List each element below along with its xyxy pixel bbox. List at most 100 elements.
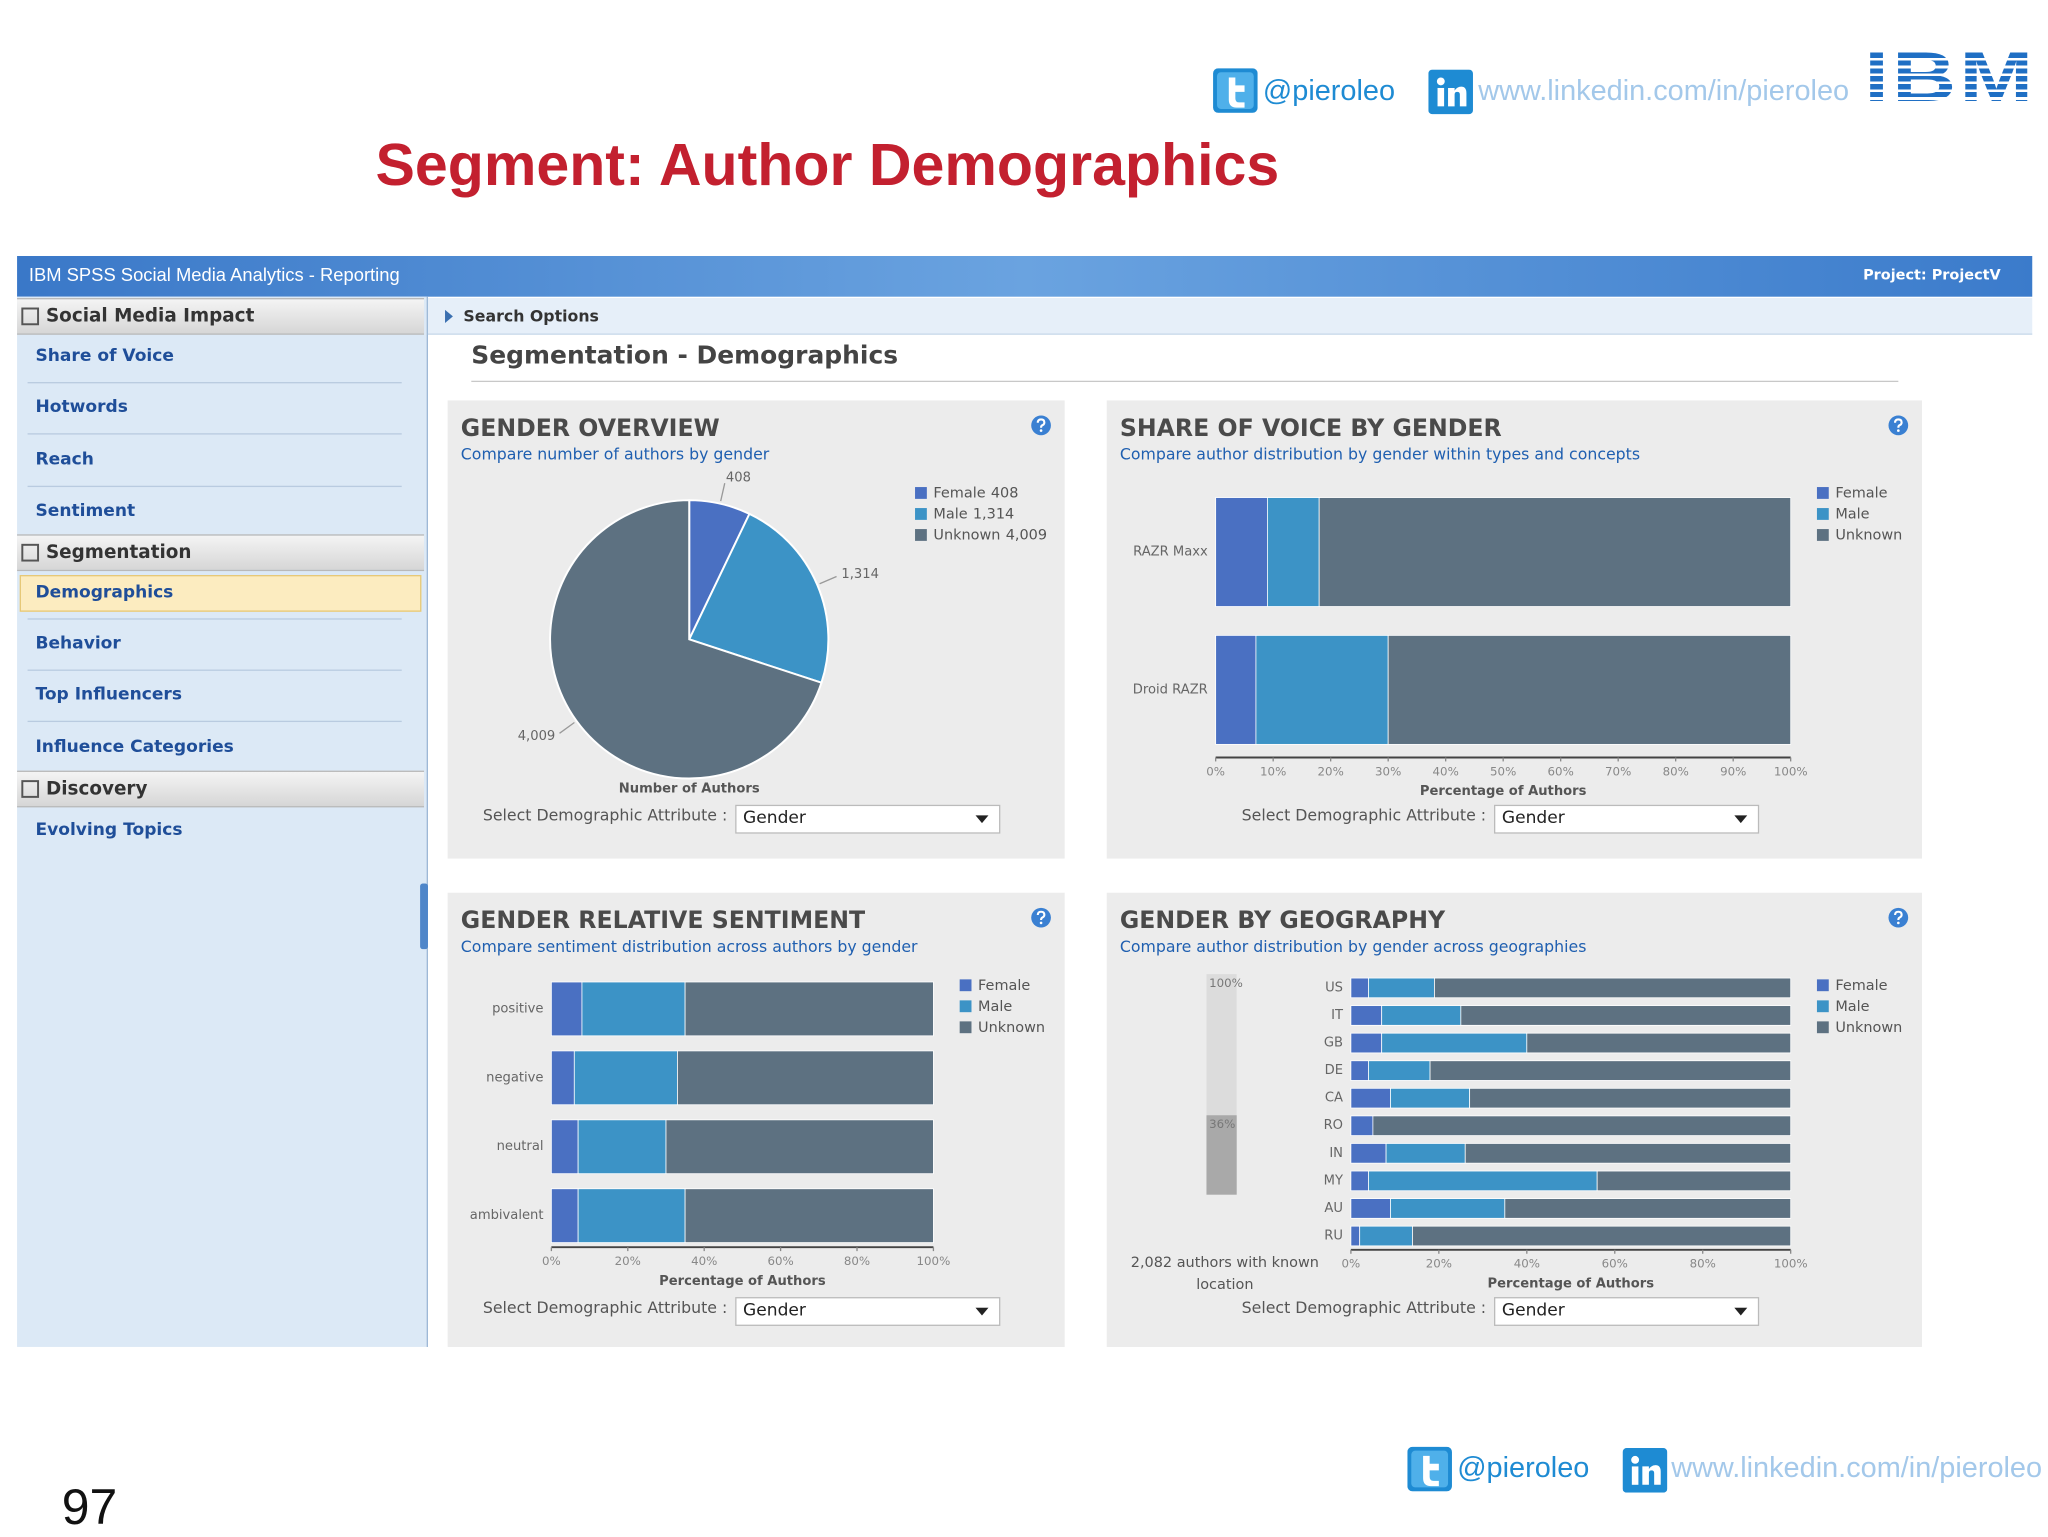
pie-value-label: 4,009 [518, 729, 556, 744]
category-label: GB [1324, 1036, 1343, 1051]
axis-label: Percentage of Authors [1488, 1276, 1655, 1291]
twitter-handle: @pieroleo [1457, 1450, 1590, 1484]
legend-label: Male 1,314 [933, 507, 1014, 523]
legend-label: Male [978, 999, 1012, 1015]
legend-label: Female [1835, 486, 1887, 502]
section-title: Segmentation [45, 542, 192, 564]
category-label: US [1325, 980, 1343, 995]
legend-swatch [915, 487, 927, 499]
gauge-note: 2,082 authors with known location [1130, 1253, 1319, 1294]
legend-label: Unknown [978, 1020, 1045, 1036]
linkedin-icon [1428, 69, 1473, 115]
nav-item[interactable]: Hotwords [35, 397, 128, 418]
dropdown-arrow [1734, 1307, 1748, 1316]
nav-separator [27, 618, 402, 620]
category-label: positive [492, 1001, 543, 1016]
twitter-handle: @pieroleo [1262, 73, 1396, 107]
category-label: IN [1329, 1146, 1343, 1161]
nav-separator [27, 720, 402, 723]
bar-segment [1596, 1170, 1792, 1192]
gauge-fill [1206, 1115, 1237, 1195]
twitter-icon [1213, 68, 1258, 113]
select-dropdown[interactable]: Gender [1493, 804, 1760, 834]
chart: US IT GB DE CA RO IN MY AU RU 0% 20% 40% 60% 80% 100% Pe… [1206, 974, 1902, 1291]
chart: 408 1,314 4,009 Female 408 Male 1,314 Unknown 4,… [518, 471, 1047, 797]
heading-rule [471, 380, 1899, 383]
select-label: Select Demographic Attribute : [1241, 1298, 1487, 1317]
bar-segment [1381, 1005, 1462, 1026]
arrow-shape [1734, 815, 1748, 824]
section-title: Social Media Impact [45, 305, 255, 327]
help-icon[interactable] [1888, 907, 1909, 928]
pie-slice [549, 499, 823, 780]
nav-item[interactable]: Influence Categories [35, 737, 234, 758]
nav-item[interactable]: Sentiment [35, 501, 136, 522]
legend-label: Unknown 4,009 [933, 528, 1047, 544]
search-options-bar[interactable]: Search Options [427, 298, 2033, 335]
bar-segment [1350, 1005, 1383, 1026]
bar-segment [1372, 1115, 1792, 1136]
bar-segment [1350, 1170, 1369, 1192]
x-tick-label: 30% [1375, 764, 1401, 778]
x-tick-label: 80% [844, 1254, 870, 1268]
bar-segment [1350, 1143, 1387, 1164]
nav-item[interactable]: Reach [35, 450, 94, 470]
section-icon [21, 543, 40, 562]
x-tick-label: 100% [1774, 1257, 1808, 1271]
legend-value: 4,009 [1006, 528, 1047, 544]
nav-item[interactable]: Evolving Topics [35, 820, 183, 841]
category-label: neutral [497, 1139, 544, 1154]
legend-swatch [915, 529, 927, 541]
x-tick-label: 70% [1605, 764, 1631, 778]
chart-panel: positive negative neutral ambivalent 0% 20% 40… [447, 892, 1065, 1347]
panel-title: GENDER RELATIVE SENTIMENT [460, 907, 866, 935]
nav-item[interactable]: Demographics [35, 582, 174, 603]
x-tick-label: 20% [1426, 1257, 1452, 1271]
select-dropdown[interactable]: Gender [735, 1297, 1001, 1326]
help-glyph [1036, 910, 1046, 921]
arrow-shape [975, 1307, 989, 1316]
help-icon[interactable] [1031, 907, 1052, 928]
collapse-tab[interactable] [420, 883, 428, 950]
nav-separator [27, 669, 402, 671]
bar-segment [1318, 497, 1792, 607]
panel-subtitle: Compare sentiment distribution across au… [460, 937, 918, 956]
axis-label: Number of Authors [619, 782, 760, 797]
bar-segment [1368, 1060, 1431, 1081]
x-tick-label: 40% [1433, 764, 1459, 778]
panel-subtitle: Compare number of authors by gender [460, 445, 770, 464]
select-dropdown[interactable]: Gender [735, 804, 1001, 834]
legend-swatch [1816, 529, 1829, 541]
bar-segment [1387, 635, 1792, 745]
legend-swatch [959, 979, 972, 992]
linkedin-url: www.linkedin.com/in/pieroleo [1671, 1450, 2043, 1484]
bar-segment [1267, 497, 1320, 607]
help-icon[interactable] [1888, 415, 1909, 436]
nav-item[interactable]: Share of Voice [35, 346, 174, 367]
legend-swatch [1816, 1021, 1829, 1034]
nav-item[interactable]: Top Influencers [35, 685, 183, 705]
nav-item[interactable]: Behavior [35, 634, 121, 654]
legend-swatch [959, 1000, 972, 1013]
section-title: Discovery [45, 778, 148, 800]
select-dropdown[interactable]: Gender [1493, 1297, 1760, 1326]
category-label: negative [486, 1070, 543, 1085]
chart-panel: RAZR Maxx Droid RAZR 0% 10% 20% 30% 40% 50% 60% 7… [1106, 400, 1922, 859]
help-dot [1897, 921, 1900, 925]
x-tick-label: 50% [1490, 764, 1516, 778]
panel-title: GENDER OVERVIEW [460, 414, 720, 443]
leader-line [559, 721, 575, 734]
expand-arrow [445, 309, 453, 323]
help-glyph [1894, 910, 1903, 921]
bar-segment [1350, 1198, 1391, 1219]
search-options[interactable]: Search Options [463, 307, 599, 326]
legend-label: Male [1835, 999, 1869, 1015]
bar-segment [573, 1050, 678, 1106]
select-value: Gender [1501, 1301, 1565, 1321]
chart: RAZR Maxx Droid RAZR 0% 10% 20% 30% 40% 50% 60% 7… [1133, 486, 1903, 800]
category-label: MY [1324, 1173, 1344, 1188]
help-icon[interactable] [1031, 415, 1052, 436]
bar-segment [1350, 1032, 1383, 1054]
category-label: RAZR Maxx [1133, 545, 1208, 560]
